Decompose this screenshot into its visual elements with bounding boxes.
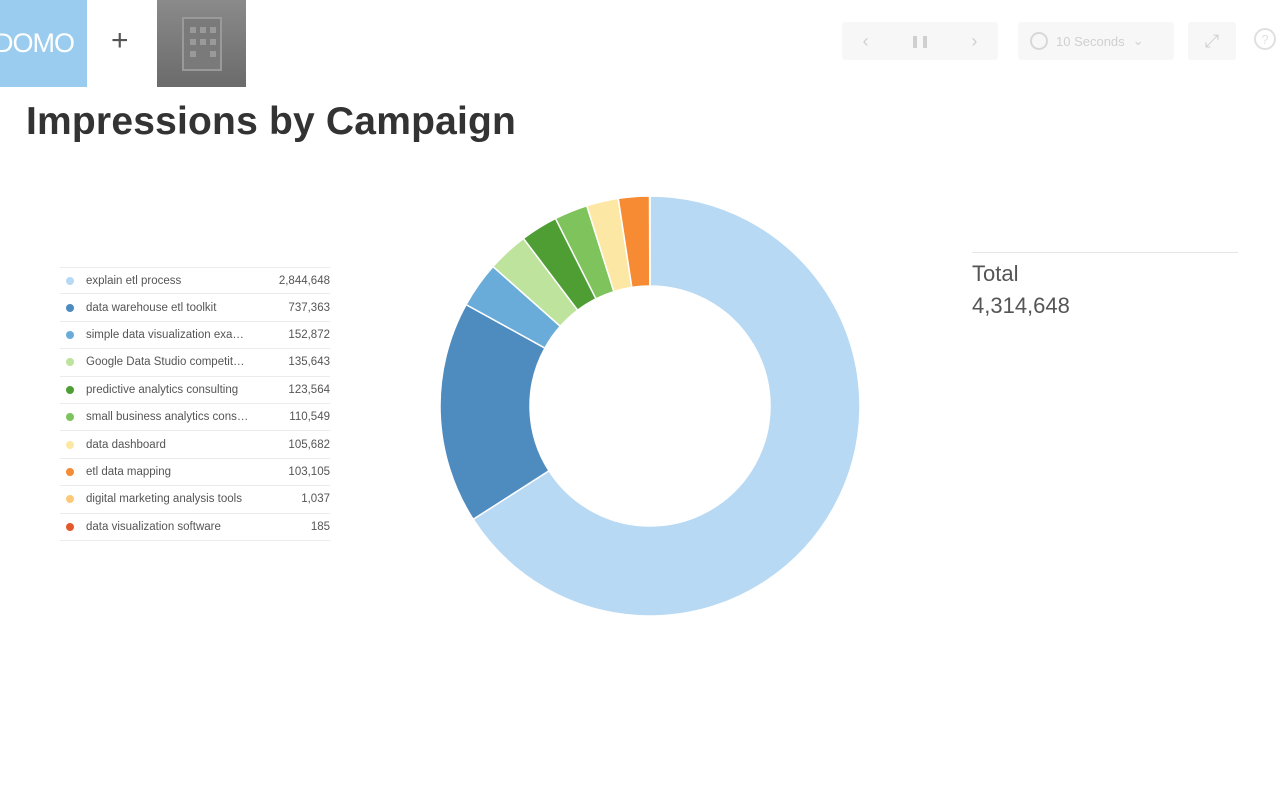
legend-item[interactable]: digital marketing analysis tools 1,037 (60, 486, 330, 514)
legend-swatch (66, 385, 74, 394)
legend-swatch (66, 303, 74, 312)
total-summary: Total 4,314,648 (972, 252, 1238, 319)
legend-label: small business analytics cons… (86, 411, 249, 424)
plus-icon: + (111, 24, 129, 57)
interval-label: 10 Seconds (1056, 33, 1125, 49)
slideshow-controls: ‹ ❚❚ › (842, 22, 998, 60)
chart-legend: explain etl process 2,844,648 data warehou… (60, 267, 330, 541)
legend-item[interactable]: Google Data Studio competit… 135,643 (60, 349, 330, 377)
expand-icon: ⤢ (1204, 30, 1220, 51)
legend-label: simple data visualization exa… (86, 328, 244, 341)
legend-value: 103,105 (288, 465, 330, 478)
legend-label: Google Data Studio competit… (86, 356, 245, 369)
legend-label: predictive analytics consulting (86, 383, 239, 396)
legend-swatch (66, 276, 74, 285)
legend-swatch (66, 467, 74, 476)
donut-slice[interactable] (472, 195, 861, 617)
chevron-down-icon: ⌄ (1132, 33, 1144, 48)
legend-item[interactable]: simple data visualization exa… 152,872 (60, 322, 330, 350)
interval-select[interactable]: 10 Seconds ⌄ (1018, 22, 1174, 60)
previous-icon[interactable]: ‹ (862, 30, 869, 51)
clock-icon (1030, 32, 1048, 50)
legend-label: data warehouse etl toolkit (86, 301, 217, 314)
total-value: 4,314,648 (972, 293, 1070, 318)
legend-item[interactable]: etl data mapping 103,105 (60, 459, 330, 487)
legend-value: 737,363 (288, 301, 330, 314)
legend-label: etl data mapping (86, 465, 172, 478)
legend-label: explain etl process (86, 274, 182, 287)
page-title: Impressions by Campaign (26, 100, 517, 143)
legend-swatch (66, 522, 74, 531)
legend-value: 110,549 (289, 411, 330, 424)
legend-label: digital marketing analysis tools (86, 493, 242, 506)
legend-value: 123,564 (288, 383, 330, 396)
top-bar: DOMO + ‹ ❚❚ › 10 Seconds ⌄ ⤢ ? (0, 0, 1280, 88)
legend-label: data visualization software (86, 520, 221, 533)
legend-value: 135,643 (288, 356, 330, 369)
legend-swatch (66, 495, 74, 504)
legend-value: 2,844,648 (278, 274, 330, 287)
donut-chart (439, 195, 861, 617)
total-label: Total (972, 261, 1019, 286)
legend-item[interactable]: small business analytics cons… 110,549 (60, 404, 330, 432)
next-icon[interactable]: › (971, 30, 978, 51)
logo-text: DOMO (0, 28, 75, 58)
legend-label: data dashboard (86, 438, 166, 451)
legend-swatch (66, 330, 74, 339)
fullscreen-button[interactable]: ⤢ (1188, 22, 1236, 60)
help-icon[interactable]: ? (1254, 28, 1276, 50)
legend-value: 105,682 (288, 438, 330, 451)
legend-value: 152,872 (288, 328, 330, 341)
building-icon (181, 16, 222, 71)
partner-logo (157, 0, 246, 87)
legend-swatch (66, 413, 74, 422)
pause-icon[interactable]: ❚❚ (909, 34, 931, 48)
legend-item[interactable]: predictive analytics consulting 123,564 (60, 377, 330, 404)
legend-swatch (66, 440, 74, 449)
legend-swatch (66, 358, 74, 367)
legend-item[interactable]: data warehouse etl toolkit 737,363 (60, 294, 330, 322)
legend-item[interactable]: data visualization software 185 (60, 514, 330, 541)
domo-logo: DOMO (0, 0, 87, 87)
legend-value: 185 (310, 520, 330, 533)
legend-item[interactable]: explain etl process 2,844,648 (60, 267, 330, 295)
legend-value: 1,037 (301, 493, 330, 506)
legend-item[interactable]: data dashboard 105,682 (60, 431, 330, 459)
